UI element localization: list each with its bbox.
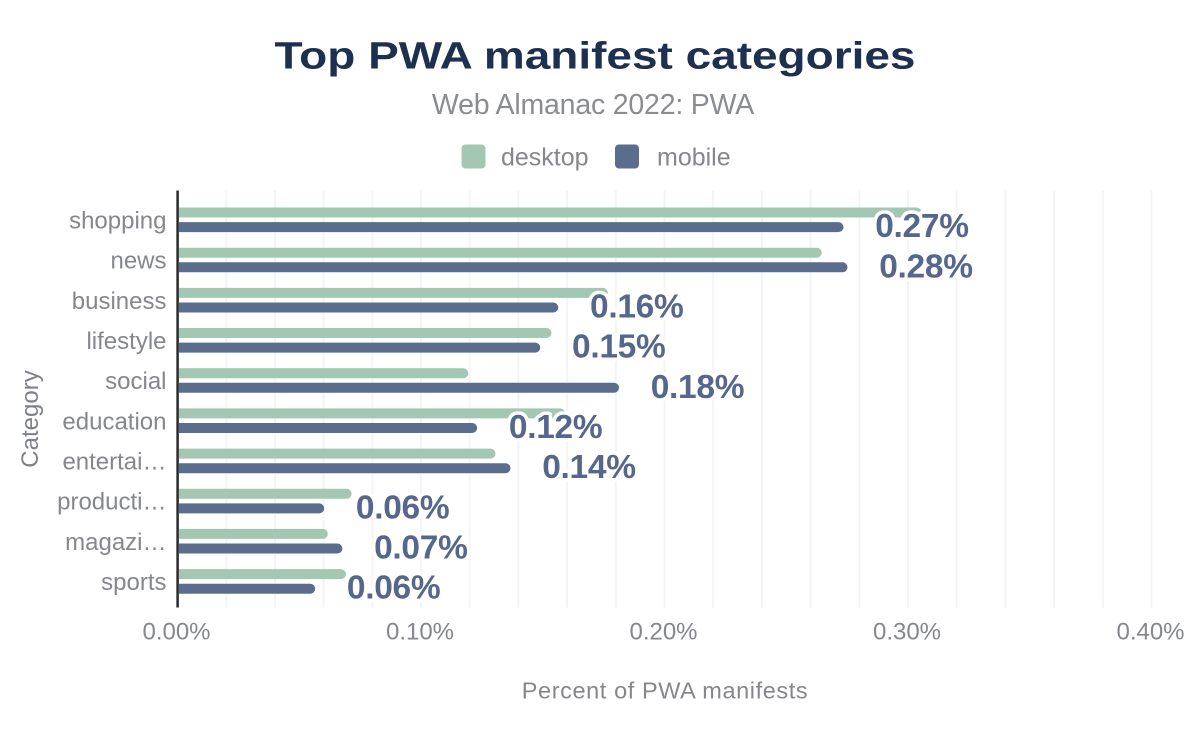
svg-text:0.06%: 0.06% xyxy=(347,570,441,607)
svg-text:0.14%: 0.14% xyxy=(542,449,636,486)
svg-text:Percent of PWA manifests: Percent of PWA manifests xyxy=(522,678,809,704)
svg-text:social: social xyxy=(105,368,166,395)
svg-text:Category: Category xyxy=(17,370,44,467)
svg-text:producti…: producti… xyxy=(57,489,166,516)
svg-text:mobile: mobile xyxy=(657,144,731,172)
svg-text:0.00%: 0.00% xyxy=(142,619,210,646)
svg-text:0.28%: 0.28% xyxy=(879,248,973,285)
svg-text:Top PWA manifest categories: Top PWA manifest categories xyxy=(275,34,916,76)
svg-text:entertai…: entertai… xyxy=(62,449,166,476)
svg-text:Web Almanac 2022: PWA: Web Almanac 2022: PWA xyxy=(432,89,754,121)
svg-text:0.30%: 0.30% xyxy=(873,619,941,646)
svg-text:desktop: desktop xyxy=(501,144,589,172)
svg-text:0.12%: 0.12% xyxy=(509,409,603,446)
svg-text:sports: sports xyxy=(101,569,166,596)
svg-text:lifestyle: lifestyle xyxy=(86,328,166,355)
svg-text:0.18%: 0.18% xyxy=(651,369,745,406)
svg-text:0.06%: 0.06% xyxy=(356,489,450,526)
svg-text:news: news xyxy=(110,248,166,275)
svg-text:0.07%: 0.07% xyxy=(374,530,468,567)
svg-text:0.10%: 0.10% xyxy=(386,619,454,646)
svg-text:0.40%: 0.40% xyxy=(1116,619,1184,646)
svg-text:0.20%: 0.20% xyxy=(629,619,697,646)
svg-text:0.27%: 0.27% xyxy=(875,208,969,245)
svg-text:shopping: shopping xyxy=(69,207,166,234)
svg-text:education: education xyxy=(62,408,166,435)
svg-text:business: business xyxy=(72,288,167,315)
svg-text:0.16%: 0.16% xyxy=(590,289,684,326)
svg-text:magazi…: magazi… xyxy=(65,529,166,556)
svg-text:0.15%: 0.15% xyxy=(572,329,666,366)
